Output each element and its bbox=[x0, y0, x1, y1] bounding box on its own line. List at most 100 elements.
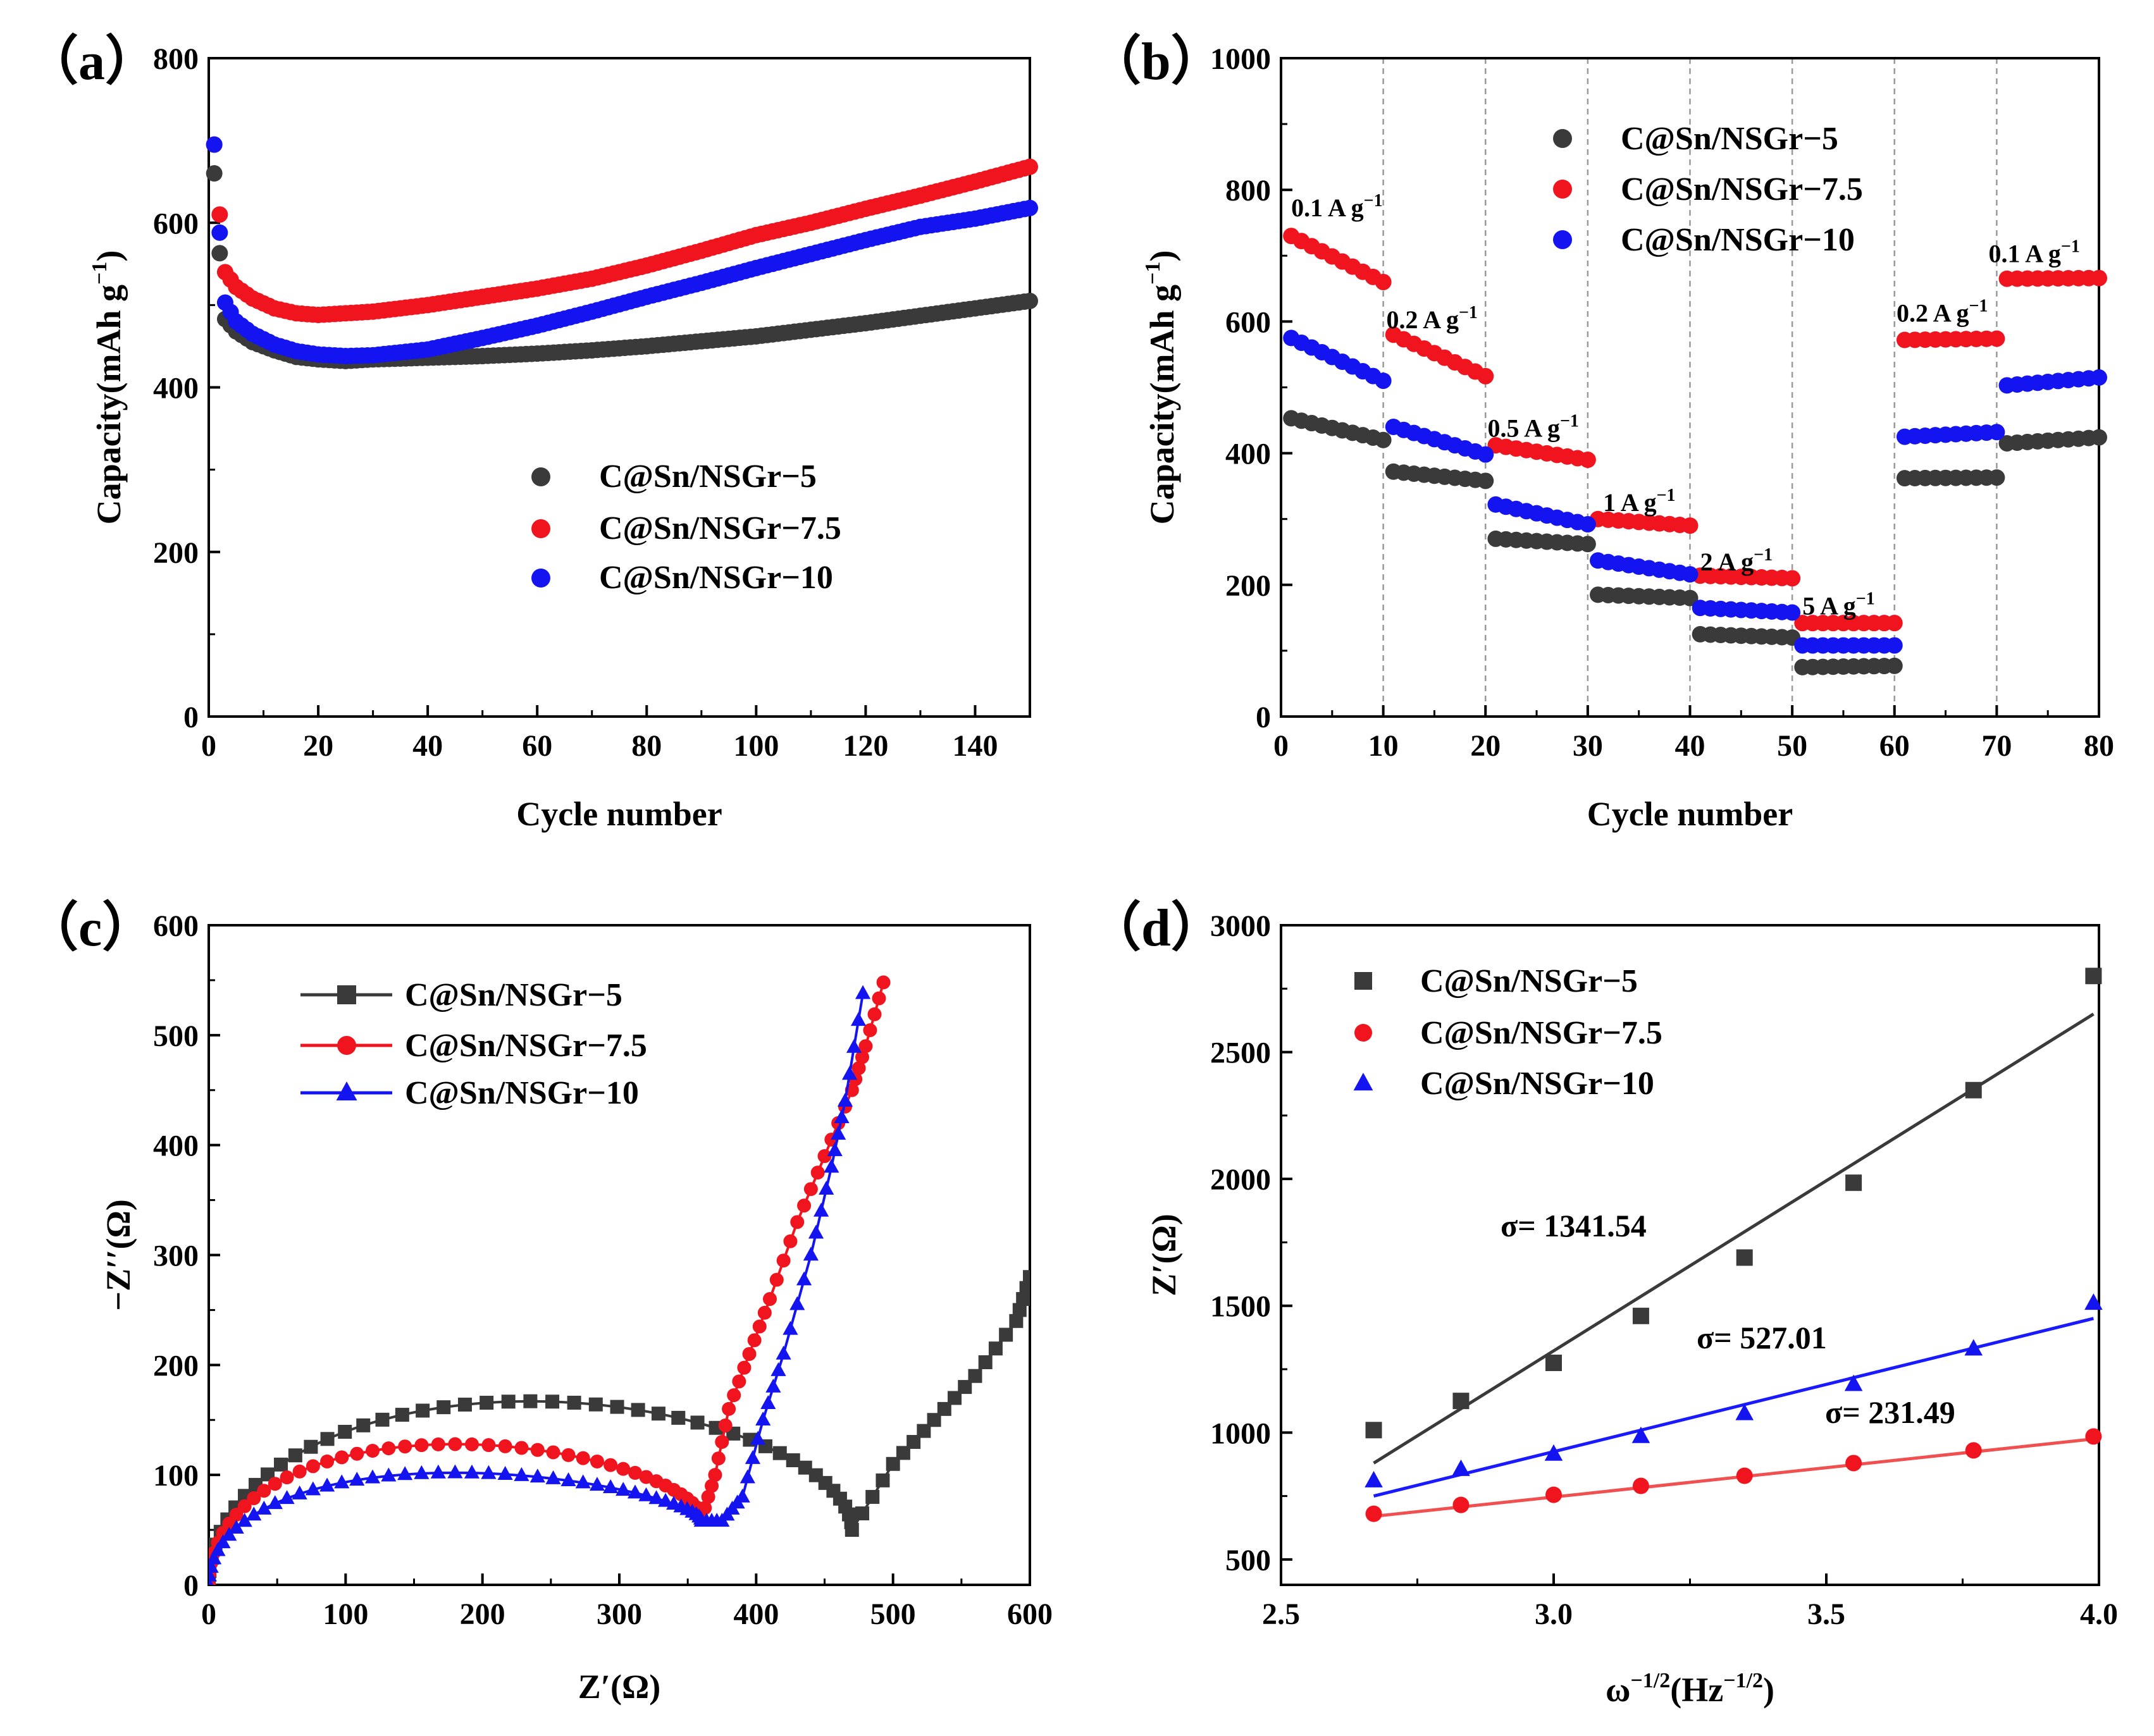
data-point bbox=[1375, 372, 1392, 390]
series-0 bbox=[209, 1270, 1030, 1585]
legend-label: C@Sn/NSGr−7.5 bbox=[599, 510, 841, 546]
data-point bbox=[364, 1469, 381, 1484]
x-tick-label: 60 bbox=[1879, 729, 1910, 763]
data-point bbox=[1545, 1354, 1562, 1371]
legend-marker bbox=[531, 519, 550, 538]
data-point bbox=[1579, 536, 1596, 553]
data-point bbox=[1886, 657, 1903, 674]
legend-marker bbox=[531, 569, 550, 588]
y-tick-label: 0 bbox=[183, 1569, 199, 1603]
data-point bbox=[1988, 424, 2005, 441]
y-tick-label: 1000 bbox=[1210, 1417, 1271, 1450]
x-axis-label: ω−1/2(Hz−1/2) bbox=[1606, 1669, 1774, 1709]
data-point bbox=[334, 1474, 350, 1489]
data-point bbox=[1365, 1505, 1382, 1522]
data-point bbox=[711, 1451, 726, 1466]
data-point bbox=[742, 1346, 757, 1361]
y-tick-label: 1500 bbox=[1210, 1290, 1271, 1324]
data-point bbox=[1784, 604, 1801, 621]
data-point bbox=[855, 985, 871, 999]
data-point bbox=[237, 1499, 252, 1513]
legend-label: C@Sn/NSGr−10 bbox=[405, 1075, 639, 1111]
data-point bbox=[1012, 1303, 1027, 1317]
series-line bbox=[209, 1276, 1030, 1585]
data-point bbox=[261, 1467, 275, 1482]
y-axis-label: −Z′′(Ω) bbox=[99, 1199, 137, 1310]
legend-marker bbox=[1353, 1073, 1373, 1091]
data-point bbox=[2091, 429, 2107, 446]
data-point bbox=[755, 1412, 771, 1426]
data-point bbox=[561, 1448, 576, 1462]
data-point bbox=[769, 1272, 784, 1287]
data-point bbox=[1544, 1444, 1563, 1461]
data-point bbox=[436, 1400, 451, 1415]
data-point bbox=[797, 1198, 812, 1213]
data-point bbox=[737, 1360, 752, 1375]
data-point bbox=[760, 1394, 776, 1409]
x-tick-label: 60 bbox=[522, 729, 552, 763]
x-tick-label: 80 bbox=[631, 729, 662, 763]
legend-label: C@Sn/NSGr−7.5 bbox=[405, 1028, 647, 1064]
data-point bbox=[837, 1092, 853, 1107]
x-tick-label: 3.0 bbox=[1535, 1597, 1573, 1631]
data-point bbox=[375, 1412, 390, 1427]
data-point bbox=[819, 1181, 834, 1195]
legend-label: C@Sn/NSGr−5 bbox=[1420, 963, 1638, 999]
rate-label: 0.1 A g−1 bbox=[1988, 237, 2079, 268]
data-point bbox=[320, 1432, 335, 1446]
legend-marker bbox=[1354, 972, 1372, 990]
data-point bbox=[356, 1418, 371, 1432]
data-point bbox=[628, 1465, 642, 1480]
data-point bbox=[292, 1485, 307, 1499]
x-tick-label: 100 bbox=[323, 1597, 368, 1631]
data-point bbox=[545, 1394, 560, 1409]
data-point bbox=[603, 1458, 618, 1472]
x-tick-label: 40 bbox=[412, 729, 443, 763]
data-point bbox=[529, 1468, 545, 1483]
rate-label: 0.2 A g−1 bbox=[1897, 296, 1988, 327]
data-point bbox=[886, 1456, 900, 1471]
rate-label-sup: −1 bbox=[1459, 303, 1478, 323]
rate-label-text: 2 A g bbox=[1700, 548, 1754, 576]
data-point bbox=[398, 1439, 412, 1454]
data-point bbox=[319, 1477, 335, 1492]
data-point bbox=[338, 1424, 352, 1439]
data-point bbox=[514, 1441, 529, 1455]
data-point bbox=[274, 1457, 288, 1472]
data-point bbox=[523, 1394, 538, 1408]
data-point bbox=[1477, 446, 1494, 463]
data-point bbox=[1452, 1496, 1470, 1513]
y-tick-label: 200 bbox=[1225, 569, 1271, 603]
rate-label: 0.1 A g−1 bbox=[1291, 191, 1382, 222]
data-point bbox=[501, 1394, 516, 1409]
data-point bbox=[858, 1039, 873, 1054]
x-tick-label: 50 bbox=[1777, 729, 1807, 763]
data-point bbox=[335, 1450, 349, 1465]
data-point bbox=[1365, 1422, 1382, 1439]
data-point bbox=[560, 1472, 576, 1486]
x-tick-label: 10 bbox=[1368, 729, 1399, 763]
data-point bbox=[497, 1466, 513, 1481]
data-point bbox=[927, 1413, 941, 1427]
data-point bbox=[498, 1439, 512, 1453]
data-point bbox=[603, 1479, 619, 1494]
data-point bbox=[567, 1395, 581, 1410]
data-point bbox=[824, 1159, 839, 1173]
x-axis-label-mid: (Hz bbox=[1670, 1671, 1723, 1709]
x-tick-label: 0 bbox=[201, 1597, 216, 1631]
series-2 bbox=[206, 136, 1038, 365]
data-point bbox=[845, 1523, 859, 1537]
y-tick-label: 800 bbox=[1225, 174, 1271, 207]
y-tick-label: 600 bbox=[153, 207, 199, 240]
data-point bbox=[701, 1489, 715, 1504]
x-tick-label: 20 bbox=[303, 729, 333, 763]
data-point bbox=[246, 1506, 262, 1521]
data-point bbox=[968, 1369, 982, 1383]
data-point bbox=[651, 1407, 665, 1421]
data-point bbox=[658, 1493, 674, 1507]
data-point bbox=[211, 224, 228, 241]
data-point bbox=[588, 1397, 603, 1412]
data-point bbox=[648, 1490, 664, 1505]
data-point bbox=[1545, 1486, 1562, 1503]
data-point bbox=[381, 1467, 397, 1482]
